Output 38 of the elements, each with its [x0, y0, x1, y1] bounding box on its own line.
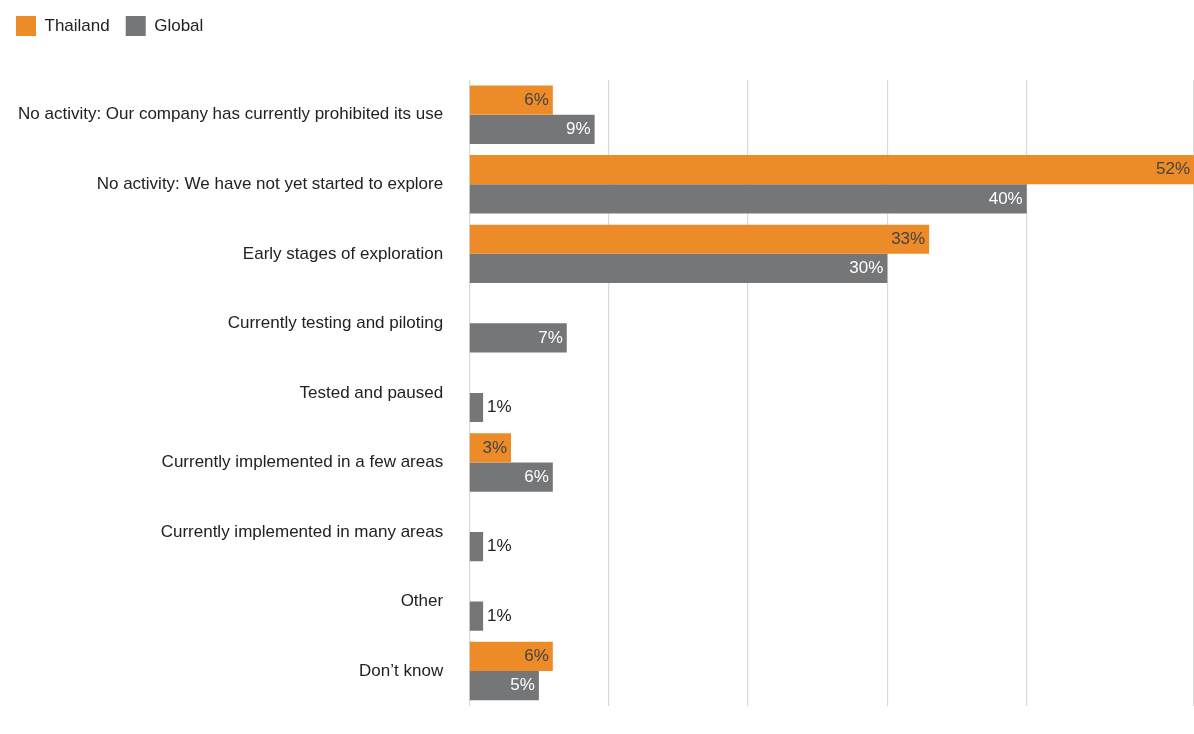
y-tick-label: Currently implemented in a few areas [161, 452, 444, 472]
bar [469, 323, 567, 353]
y-tick-label: Don’t know [359, 660, 444, 680]
y-tick-label: Tested and paused [299, 382, 444, 402]
bar [469, 184, 1027, 214]
data-label: 3% [482, 437, 507, 457]
y-tick-label: No activity: Our company has currently prohibited its use [18, 104, 444, 124]
legend-label: Thailand [44, 15, 110, 35]
data-label: 1% [487, 397, 512, 417]
data-label: 9% [566, 119, 591, 139]
y-tick-label: Early stages of exploration [242, 243, 444, 263]
bar [469, 671, 539, 701]
y-tick-label: No activity: We have not yet started to explore [96, 173, 444, 193]
data-label: 1% [487, 536, 512, 556]
bar [469, 392, 484, 423]
bar [469, 641, 553, 672]
data-label: 1% [487, 605, 512, 625]
data-label: 30% [849, 258, 884, 278]
bar [469, 253, 888, 284]
bar [469, 462, 553, 492]
legend-label: Global [154, 15, 204, 35]
data-label: 7% [538, 327, 563, 347]
y-tick-label: Currently implemented in many areas [160, 521, 444, 541]
bar [469, 85, 553, 115]
bar [469, 155, 1194, 185]
bar [469, 601, 484, 631]
data-label: 5% [510, 675, 535, 695]
data-label: 52% [1155, 159, 1190, 179]
data-label: 6% [524, 646, 549, 666]
data-label: 6% [524, 466, 549, 486]
data-label: 6% [524, 89, 549, 109]
bar [469, 114, 595, 144]
bar [469, 224, 930, 254]
data-label: 33% [891, 228, 926, 248]
bar [469, 531, 484, 562]
y-tick-label: Other [400, 591, 444, 611]
data-label: 40% [988, 188, 1023, 208]
y-tick-label: Currently testing and piloting [227, 313, 444, 333]
